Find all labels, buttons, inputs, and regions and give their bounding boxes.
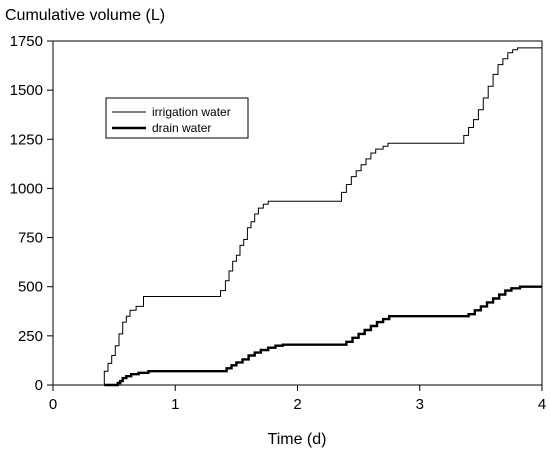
series-line-irrigation-water — [53, 47, 542, 386]
x-tick-label: 3 — [416, 396, 424, 413]
y-tick-label: 0 — [35, 377, 43, 394]
plot-border — [52, 40, 543, 386]
y-axis-ticks: 0 250 500 750 1000 1250 1500 1750 — [10, 33, 53, 394]
y-tick-label: 500 — [18, 279, 43, 296]
x-tick-label: 0 — [49, 396, 57, 413]
legend-label-drain-water: drain water — [152, 121, 211, 135]
series-line-drain-water — [104, 285, 542, 387]
x-axis-ticks: 0 1 2 3 4 — [49, 385, 546, 413]
y-tick-label: 1500 — [10, 82, 43, 99]
series-layer — [53, 47, 542, 387]
y-tick-label: 1250 — [10, 131, 43, 148]
y-tick-label: 1750 — [10, 33, 43, 50]
legend: irrigation water drain water — [105, 97, 249, 139]
x-axis-title: Time (d) — [268, 431, 327, 448]
legend-box — [105, 97, 249, 139]
y-tick-label: 750 — [18, 230, 43, 247]
x-tick-label: 4 — [538, 396, 546, 413]
y-tick-label: 1000 — [10, 180, 43, 197]
x-tick-label: 1 — [171, 396, 179, 413]
y-tick-label: 250 — [18, 328, 43, 345]
x-tick-label: 2 — [293, 396, 301, 413]
legend-label-irrigation-water: irrigation water — [152, 105, 231, 119]
y-axis-title: Cumulative volume (L) — [5, 7, 165, 24]
plot-frame — [52, 40, 543, 386]
